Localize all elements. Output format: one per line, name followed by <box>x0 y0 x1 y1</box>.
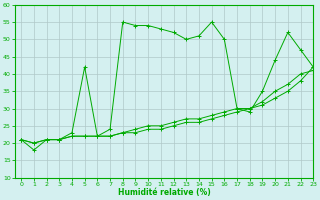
X-axis label: Humidité relative (%): Humidité relative (%) <box>118 188 210 197</box>
